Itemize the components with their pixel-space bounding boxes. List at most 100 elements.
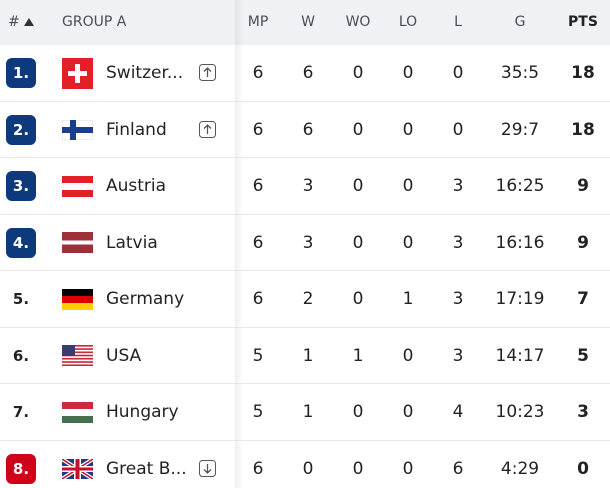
header-row: # GROUP A MP W WO LO L G PTS	[0, 0, 610, 45]
stat-cell: 0	[452, 119, 464, 140]
stat-cell: 16:25	[495, 176, 545, 196]
stat-cell: 0	[402, 232, 414, 253]
team-name: Germany	[106, 289, 185, 309]
stat-cell: 5	[577, 345, 589, 366]
flag	[62, 288, 93, 310]
stat-cell: 3	[452, 289, 464, 309]
stat-cell: 1	[302, 345, 314, 366]
rank-header[interactable]: #	[8, 14, 20, 30]
stat-cell: 6	[252, 176, 264, 196]
stat-cell: 4	[452, 402, 464, 422]
team-row[interactable]: 3. Austria 6 3 0 0 3 16:25 9	[0, 158, 610, 215]
stat-cell: 6	[452, 458, 464, 479]
stat-cell: 16:16	[495, 232, 545, 253]
sort-icon	[24, 18, 34, 26]
group-header: GROUP A	[62, 14, 127, 30]
team-name: Austria	[106, 176, 167, 196]
stat-cell: 4:29	[500, 458, 540, 479]
column-header: WO	[345, 14, 371, 30]
stat-cell: 3	[577, 402, 589, 422]
stat-cell: 3	[302, 232, 314, 253]
stat-cell: 35:5	[500, 63, 540, 83]
team-row[interactable]: 6. USA 5 1 1 0 3 14:17 5	[0, 328, 610, 384]
stat-cell: 0	[352, 289, 364, 309]
team-row[interactable]: 1. Switzer... 6 6 0 0 0 35:5 18	[0, 45, 610, 102]
stat-cell: 0	[352, 63, 364, 83]
column-header: W	[301, 14, 315, 30]
stat-cell: 9	[577, 176, 589, 196]
flag	[62, 175, 93, 197]
column-header: LO	[398, 14, 418, 30]
column-shadow	[235, 0, 243, 488]
stat-cell: 3	[452, 176, 464, 196]
stat-cell: 3	[302, 176, 314, 196]
stat-cell: 14:17	[495, 345, 545, 366]
team-row[interactable]: 8. Great B... 6 0 0 0 6 4:29 0	[0, 441, 610, 488]
stat-cell: 17:19	[495, 289, 545, 309]
team-name: USA	[106, 345, 142, 366]
stat-cell: 0	[402, 345, 414, 366]
stat-cell: 9	[577, 232, 589, 253]
stat-cell: 0	[452, 63, 464, 83]
trend-icon	[199, 120, 216, 138]
stat-cell: 0	[402, 176, 414, 196]
stat-cell: 6	[252, 119, 264, 140]
rank: 6.	[12, 346, 30, 365]
stat-cell: 0	[352, 119, 364, 140]
stat-cell: 0	[302, 458, 314, 479]
column-header: PTS	[568, 14, 598, 30]
team-row[interactable]: 7. Hungary 5 1 0 0 4 10:23 3	[0, 384, 610, 441]
column-header: MP	[247, 14, 269, 30]
team-row[interactable]: 5. Germany 6 2 0 1 3 17:19 7	[0, 271, 610, 328]
team-name: Hungary	[106, 402, 179, 422]
team-row[interactable]: 4. Latvia 6 3 0 0 3 16:16 9	[0, 215, 610, 271]
flag	[61, 119, 94, 140]
stat-cell: 1	[402, 289, 414, 309]
stat-cell: 0	[352, 176, 364, 196]
stat-cell: 7	[577, 289, 589, 309]
stat-cell: 6	[252, 232, 264, 253]
team-name: Latvia	[106, 232, 158, 253]
flag	[60, 456, 95, 481]
stat-cell: 0	[402, 63, 414, 83]
team-name: Finland	[106, 119, 167, 140]
stat-cell: 0	[577, 458, 589, 479]
stat-cell: 0	[352, 232, 364, 253]
flag	[62, 232, 93, 253]
trend-icon	[199, 459, 216, 477]
rank-badge: 3.	[6, 171, 36, 201]
rank-badge: 1.	[6, 58, 36, 88]
rank-badge: 2.	[6, 114, 36, 145]
column-header: L	[454, 14, 462, 30]
rank-badge: 4.	[6, 227, 36, 258]
stat-cell: 6	[302, 63, 314, 83]
stat-cell: 0	[402, 402, 414, 422]
flag	[62, 401, 93, 423]
stat-cell: 10:23	[495, 402, 545, 422]
stat-cell: 1	[352, 345, 364, 366]
flag	[62, 345, 93, 367]
stat-cell: 6	[302, 119, 314, 140]
team-row[interactable]: 2. Finland 6 6 0 0 0 29:7 18	[0, 102, 610, 158]
team-name: Great B...	[106, 458, 187, 479]
stat-cell: 0	[352, 458, 364, 479]
stat-cell: 5	[252, 345, 264, 366]
column-header: G	[514, 14, 526, 30]
stat-cell: 3	[452, 345, 464, 366]
stat-cell: 6	[252, 63, 264, 83]
rank: 5.	[12, 290, 30, 308]
flag	[62, 57, 93, 89]
stat-cell: 5	[252, 402, 264, 422]
stat-cell: 2	[302, 289, 314, 309]
rank-badge: 8.	[6, 453, 36, 484]
rank: 7.	[12, 403, 30, 421]
stat-cell: 1	[302, 402, 314, 422]
stat-cell: 6	[252, 289, 264, 309]
stat-cell: 18	[571, 119, 595, 140]
stat-cell: 29:7	[500, 119, 540, 140]
stat-cell: 18	[571, 63, 595, 83]
stat-cell: 0	[402, 119, 414, 140]
stat-cell: 0	[402, 458, 414, 479]
stat-cell: 3	[452, 232, 464, 253]
